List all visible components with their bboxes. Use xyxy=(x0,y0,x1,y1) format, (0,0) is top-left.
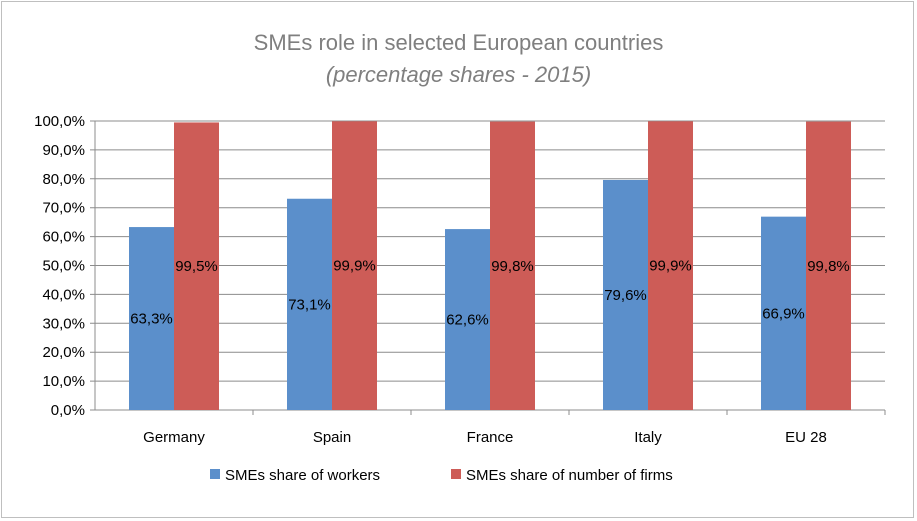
x-tick-label: Spain xyxy=(313,429,351,446)
data-label: 99,8% xyxy=(491,258,534,275)
x-tick-label: Germany xyxy=(143,429,205,446)
y-tick-label: 70,0% xyxy=(42,200,85,217)
x-tick-label: Italy xyxy=(634,429,662,446)
bar-workers xyxy=(445,229,490,410)
legend-label: SMEs share of workers xyxy=(225,467,380,484)
data-label: 62,6% xyxy=(446,312,489,329)
y-tick-label: 100,0% xyxy=(34,113,85,130)
y-tick-label: 20,0% xyxy=(42,344,85,361)
bar-firms xyxy=(174,122,219,410)
data-label: 79,6% xyxy=(604,287,647,304)
bar-firms xyxy=(332,121,377,410)
legend-label: SMEs share of number of firms xyxy=(466,467,673,484)
y-tick-label: 60,0% xyxy=(42,229,85,246)
bar-workers xyxy=(761,216,806,410)
bar-firms xyxy=(806,121,851,410)
y-tick-label: 80,0% xyxy=(42,171,85,188)
x-tick-label: EU 28 xyxy=(785,429,827,446)
data-label: 99,8% xyxy=(807,258,850,275)
chart-title: SMEs role in selected European countries xyxy=(253,30,664,55)
data-label: 66,9% xyxy=(762,305,805,322)
legend-swatch xyxy=(451,469,461,479)
bar-firms xyxy=(648,121,693,410)
y-tick-label: 10,0% xyxy=(42,373,85,390)
data-label: 99,5% xyxy=(175,258,218,275)
chart-subtitle: (percentage shares - 2015) xyxy=(325,62,592,87)
bar-workers xyxy=(129,227,174,410)
y-tick-label: 90,0% xyxy=(42,142,85,159)
bar-firms xyxy=(490,121,535,410)
data-label: 63,3% xyxy=(130,311,173,328)
bar-workers xyxy=(287,198,332,410)
y-tick-label: 30,0% xyxy=(42,315,85,332)
y-tick-label: 0,0% xyxy=(51,402,85,419)
x-tick-label: France xyxy=(467,429,514,446)
legend-swatch xyxy=(210,469,220,479)
data-label: 99,9% xyxy=(333,258,376,275)
y-tick-label: 40,0% xyxy=(42,286,85,303)
data-label: 99,9% xyxy=(649,258,692,275)
y-tick-label: 50,0% xyxy=(42,258,85,275)
bar-workers xyxy=(603,179,648,410)
data-label: 73,1% xyxy=(288,296,331,313)
